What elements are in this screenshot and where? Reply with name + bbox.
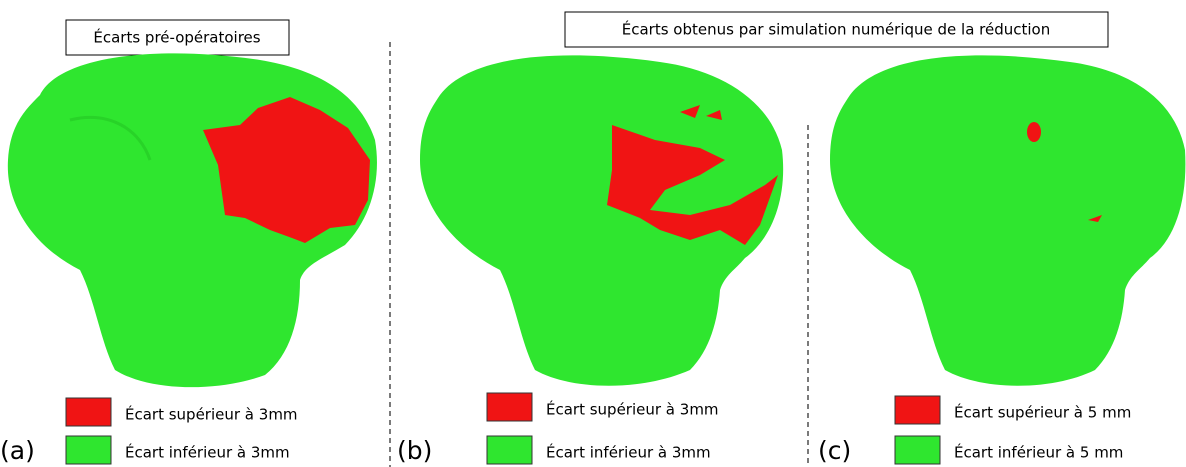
legend-label: Écart supérieur à 5 mm (954, 403, 1131, 422)
legend-swatch (894, 435, 941, 465)
legend-swatch (65, 397, 112, 427)
legend-label: Écart inférieur à 3mm (125, 443, 290, 462)
legend-swatch (486, 392, 533, 422)
legend-label: Écart inférieur à 3mm (546, 443, 711, 462)
legend-label: Écart inférieur à 5 mm (954, 443, 1123, 462)
panel-label: (a) (0, 436, 35, 465)
legend-swatch (486, 435, 533, 465)
legend-label: Écart supérieur à 3mm (546, 400, 719, 419)
legend-swatch (65, 435, 112, 465)
legend-label: Écart supérieur à 3mm (125, 405, 298, 424)
title: Écarts obtenus par simulation numérique … (622, 20, 1051, 39)
bone-model (830, 55, 1186, 386)
legend-swatch (894, 395, 941, 425)
bone-model (7, 53, 377, 388)
panel-label: (c) (818, 436, 851, 465)
title-box (564, 11, 1109, 48)
bone-model (420, 55, 784, 386)
title: Écarts pré-opératoires (93, 28, 260, 47)
panel-label: (b) (397, 436, 432, 465)
